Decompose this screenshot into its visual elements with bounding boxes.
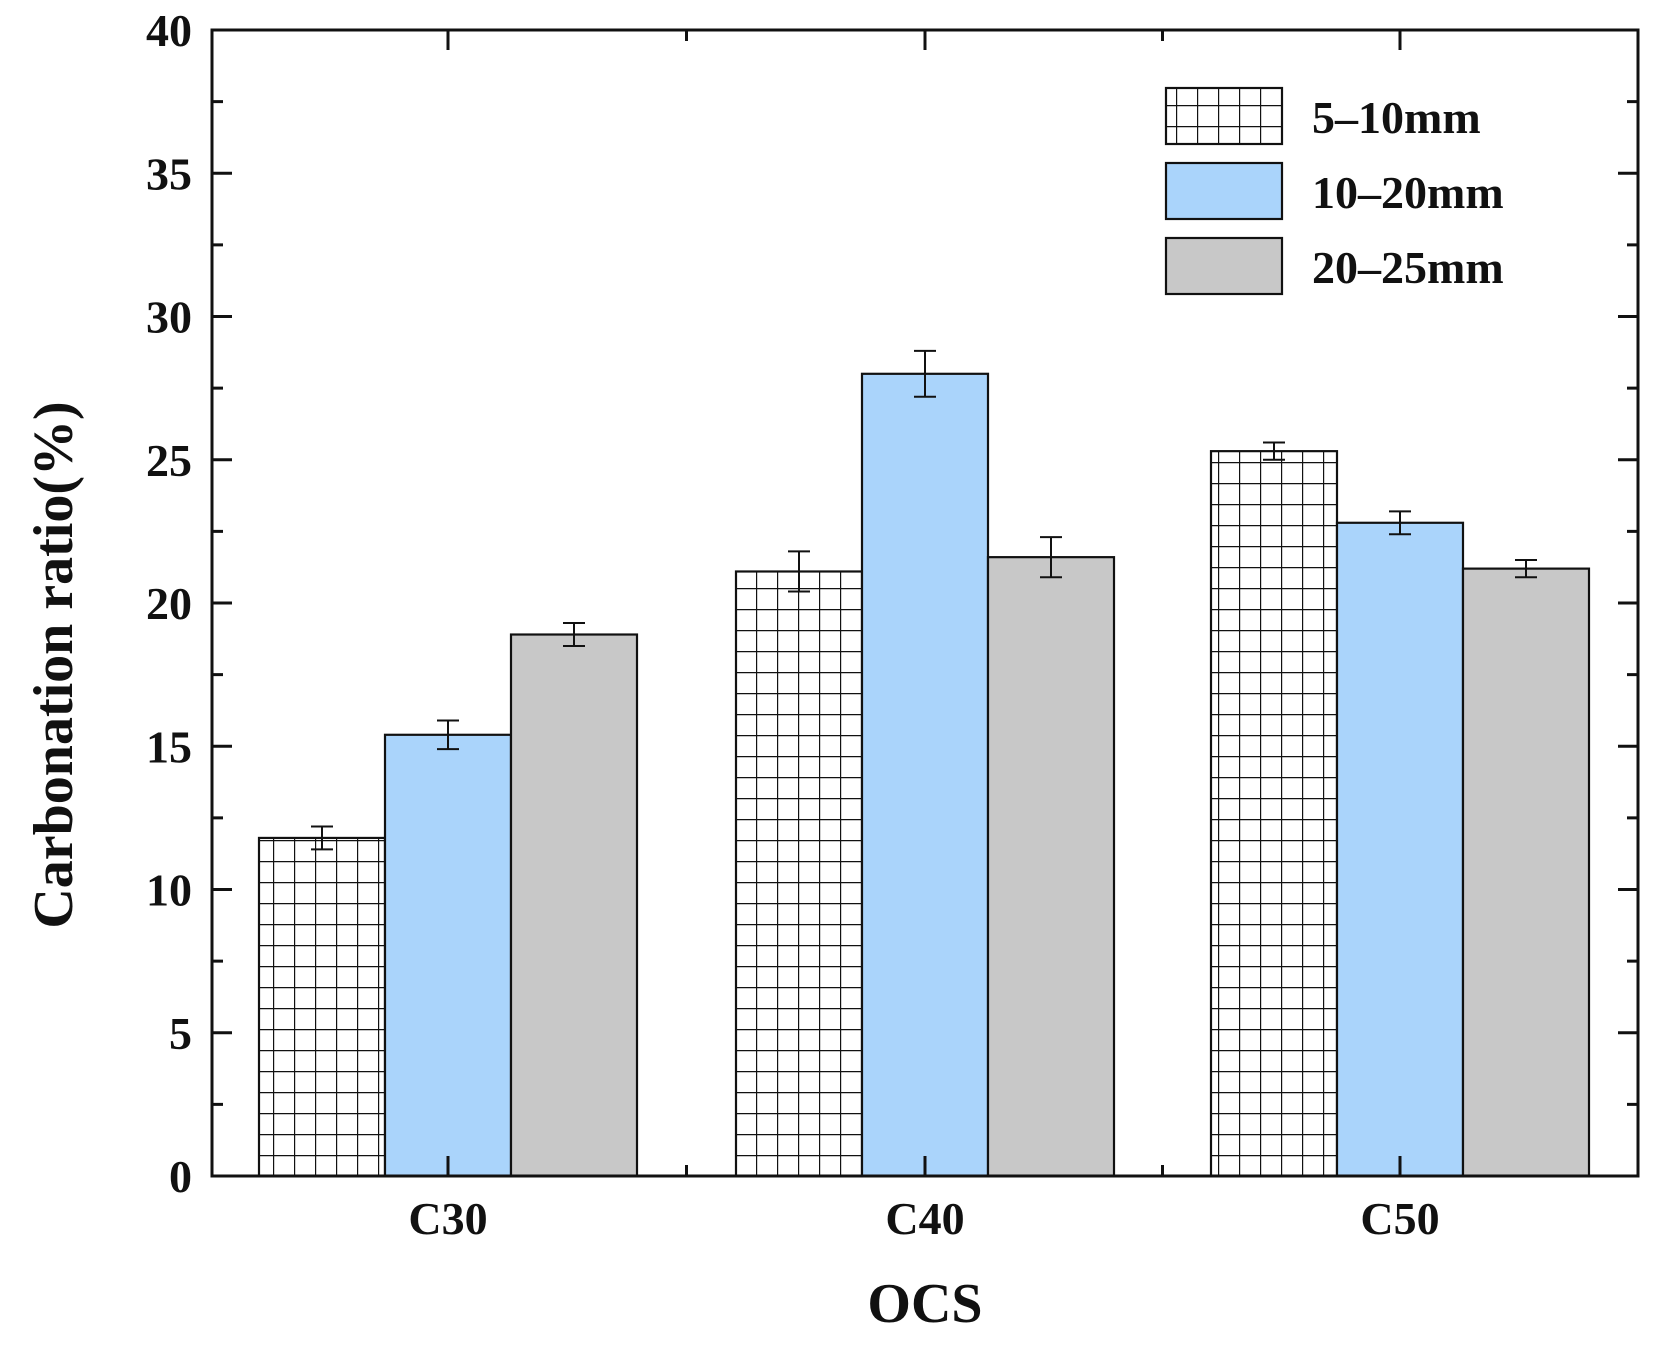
error-bars-group [311, 349, 1537, 851]
y-tick-label: 10 [146, 865, 192, 916]
legend-swatch-series-1 [1164, 86, 1284, 146]
y-tick-label: 25 [146, 435, 192, 486]
bar-c50-series-1 [1209, 450, 1339, 1178]
y-tick-label: 30 [146, 292, 192, 343]
legend: 5–10mm 10–20mm 20–25mm [1164, 86, 1504, 296]
y-tick-label: 5 [169, 1008, 192, 1059]
bar-c40-series-1 [734, 570, 864, 1178]
y-tick-label: 20 [146, 578, 192, 629]
legend-label-series-3: 20–25mm [1312, 242, 1504, 293]
bar-c30-series-3 [509, 633, 639, 1178]
axes-group: 0 5 10 15 20 25 30 35 40 C30 C40 C50 [146, 5, 1640, 1244]
x-axis-title: OCS [867, 1273, 982, 1335]
x-tick-label-c40: C40 [885, 1193, 964, 1244]
bar-c50-series-3 [1461, 567, 1591, 1178]
x-tick-label-c30: C30 [408, 1193, 487, 1244]
bar-c30-series-1 [257, 836, 387, 1178]
legend-swatch-series-2 [1164, 161, 1284, 221]
bar-c40-series-3 [986, 556, 1116, 1178]
bar-c50-series-2 [1335, 521, 1465, 1178]
bar-c40-series-2 [860, 372, 990, 1178]
bars-group [257, 372, 1591, 1178]
legend-label-series-1: 5–10mm [1312, 92, 1481, 143]
y-tick-label: 35 [146, 148, 192, 199]
legend-swatch-series-3 [1164, 236, 1284, 296]
x-tick-label-c50: C50 [1360, 1193, 1439, 1244]
y-tick-label: 0 [169, 1151, 192, 1202]
y-tick-label: 15 [146, 721, 192, 772]
y-axis-title: Carbonation ratio(%) [23, 401, 85, 928]
y-tick-label: 40 [146, 5, 192, 56]
legend-label-series-2: 10–20mm [1312, 167, 1504, 218]
bar-c30-series-2 [383, 733, 513, 1178]
